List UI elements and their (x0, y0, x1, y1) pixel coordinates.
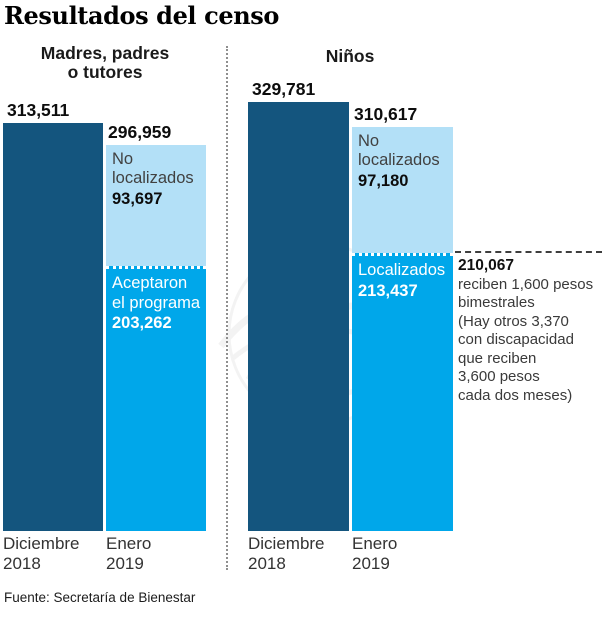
annotation-line: (Hay otros 3,370 (458, 312, 569, 330)
annotation-line: bimestrales (458, 294, 535, 311)
bar-ninos-enero: No localizados 97,180 Localizados 213,43… (352, 126, 453, 531)
axis-label-madres-enero: Enero 2019 (106, 534, 206, 574)
axis-label-madres-diciembre: Diciembre 2018 (3, 534, 103, 574)
segment-madres-no-localizados: No localizados 93,697 (106, 144, 206, 267)
segment-ninos-localizados: Localizados 213,437 (352, 253, 453, 531)
axis-label-ninos-enero: Enero 2019 (352, 534, 452, 574)
bar-value-madres-diciembre: 313,511 (7, 100, 70, 120)
axis-month: Enero (106, 534, 152, 553)
bar-value-ninos-enero: 310,617 (354, 103, 418, 124)
segment-value-ninos-no-localizados: 97,180 (358, 171, 409, 190)
group-header-madres-line2: o tutores (67, 61, 143, 82)
annotation-value: 210,067 (458, 257, 515, 274)
segment-madres-aceptaron: Aceptaron el programa 203,262 (106, 266, 206, 531)
annotation-line: que reciben (458, 349, 537, 367)
axis-month: Diciembre (3, 534, 80, 553)
axis-month: Diciembre (248, 534, 325, 553)
axis-year: 2018 (3, 554, 41, 573)
segment-label-aceptaron: Aceptaron el programa (112, 274, 201, 312)
annotation-note: 210,067 reciben 1,600 pesos bimestrales … (458, 257, 604, 405)
segment-label-no-localizados: No localizados (112, 149, 194, 188)
page-title: Resultados del censo (4, 1, 279, 30)
group-header-ninos-line1: Niños (325, 46, 375, 66)
annotation-line: con discapacidad (458, 331, 574, 348)
group-header-madres: Madres, padres o tutores (15, 44, 195, 81)
group-divider-dotted-line (226, 46, 228, 570)
annotation-line: cada dos meses) (458, 386, 573, 404)
source-note: Fuente: Secretaría de Bienestar (4, 590, 196, 605)
group-header-madres-line1: Madres, padres (40, 43, 170, 63)
segment-value-localizados: 213,437 (358, 281, 418, 300)
bar-value-madres-enero: 296,959 (108, 121, 172, 142)
segment-label-localizados: Localizados (358, 261, 446, 280)
axis-label-ninos-diciembre: Diciembre 2018 (248, 534, 348, 574)
axis-year: 2018 (248, 554, 286, 573)
annotation-line: reciben 1,600 pesos (458, 275, 594, 293)
axis-month: Enero (352, 534, 398, 553)
segment-label-ninos-no-localizados: No localizados (358, 131, 440, 170)
bar-ninos-diciembre (248, 101, 349, 531)
annotation-connector-dashed-line (455, 251, 602, 253)
axis-year: 2019 (352, 554, 390, 573)
segment-value-no-localizados: 93,697 (112, 189, 163, 208)
axis-year: 2019 (106, 554, 144, 573)
group-header-ninos: Niños (260, 47, 440, 66)
bar-madres-diciembre (3, 123, 103, 531)
segment-value-aceptaron: 203,262 (112, 314, 172, 333)
bar-value-ninos-diciembre: 329,781 (252, 78, 316, 99)
annotation-line: 3,600 pesos (458, 368, 540, 385)
bar-madres-enero: No localizados 93,697 Aceptaron el progr… (106, 144, 206, 531)
segment-ninos-no-localizados: No localizados 97,180 (352, 126, 453, 254)
